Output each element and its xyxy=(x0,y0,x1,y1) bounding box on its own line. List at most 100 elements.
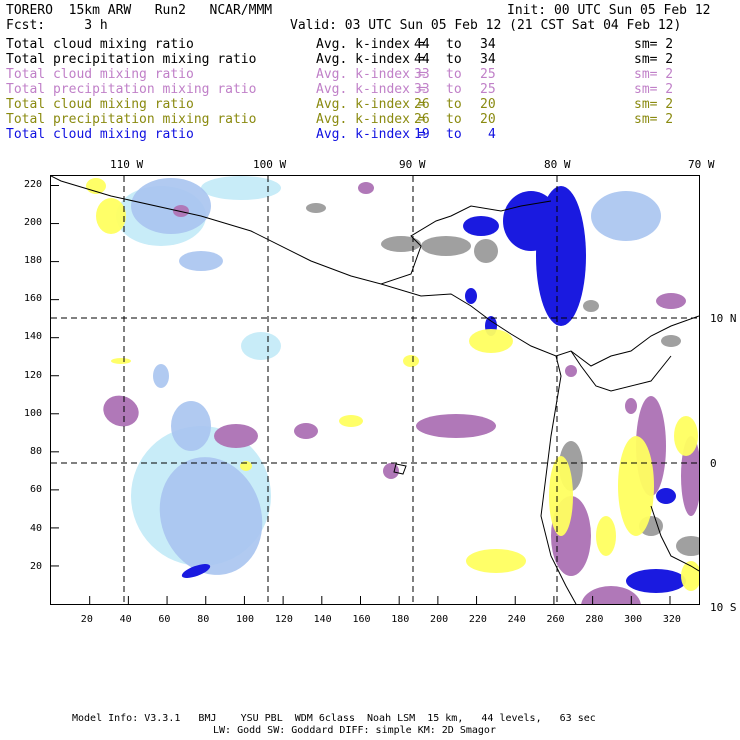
legend-field: Total cloud mixing ratio xyxy=(6,127,194,142)
deep-cloud-area xyxy=(626,569,686,593)
x-tick-label: 260 xyxy=(546,614,565,625)
y-tick-label: 180 xyxy=(24,255,43,266)
legend-to-word: to xyxy=(446,37,462,52)
legend-kindex: Avg. k-index = xyxy=(316,127,426,142)
legend-smoothing: sm= 2 xyxy=(634,112,674,127)
purple-cloud-area xyxy=(173,205,189,217)
legend-to: 34 xyxy=(480,52,496,67)
x-tick-label: 40 xyxy=(119,614,132,625)
purple-cloud-area xyxy=(681,436,699,516)
deep-cloud-area xyxy=(656,488,676,504)
gray-cloud-area xyxy=(474,239,498,263)
x-tick-label: 180 xyxy=(391,614,410,625)
purple-cloud-area xyxy=(383,463,399,479)
legend-kindex: Avg. k-index = xyxy=(316,52,426,67)
valid-time: Valid: 03 UTC Sun 05 Feb 12 (21 CST Sat … xyxy=(290,18,682,33)
yellow-cloud-area xyxy=(596,516,616,556)
x-tick-label: 60 xyxy=(158,614,171,625)
legend-smoothing: sm= 2 xyxy=(634,67,674,82)
legend-to-word: to xyxy=(446,52,462,67)
yellow-cloud-area xyxy=(674,416,698,456)
gray-cloud-area xyxy=(306,203,326,213)
light-blue-cloud-area xyxy=(159,457,263,575)
x-tick-label: 280 xyxy=(585,614,604,625)
legend-smoothing: sm= 2 xyxy=(634,37,674,52)
purple-cloud-area xyxy=(103,395,139,427)
physics-info-line: LW: Godd SW: Goddard DIFF: simple KM: 2D… xyxy=(213,725,496,736)
legend-field: Total cloud mixing ratio xyxy=(6,67,194,82)
y-tick-label: 160 xyxy=(24,293,43,305)
legend-to: 4 xyxy=(488,127,496,142)
legend-field: Total cloud mixing ratio xyxy=(6,37,194,52)
legend-to-word: to xyxy=(446,127,462,142)
purple-cloud-area xyxy=(358,182,374,194)
lat-lon-grid xyxy=(51,176,699,604)
deep-cloud-area xyxy=(463,216,499,236)
legend-field: Total precipitation mixing ratio xyxy=(6,52,257,67)
model-info-line: Model Info: V3.3.1 BMJ YSU PBL WDM 6clas… xyxy=(72,713,596,724)
coastlines xyxy=(51,176,699,604)
x-tick-label: 140 xyxy=(313,614,332,625)
light-blue-cloud-area xyxy=(153,364,169,388)
legend-to-word: to xyxy=(446,112,462,127)
y-tick-label: 200 xyxy=(24,216,43,228)
legend-kindex: Avg. k-index = xyxy=(316,37,426,52)
legend-to-word: to xyxy=(446,82,462,97)
pale-cloud-area xyxy=(201,176,281,200)
legend-to: 34 xyxy=(480,37,496,52)
light-blue-cloud-area xyxy=(179,251,223,271)
purple-cloud-area xyxy=(581,586,641,604)
x-tick-label: 220 xyxy=(468,614,487,625)
legend-smoothing: sm= 2 xyxy=(634,82,674,97)
light-blue-cloud-area xyxy=(171,401,211,451)
lon-label-90w: 90 W xyxy=(399,158,426,171)
legend-kindex: Avg. k-index = xyxy=(316,82,426,97)
cloud-fields xyxy=(86,176,699,604)
legend-kindex: Avg. k-index = xyxy=(316,67,426,82)
deep-cloud-area xyxy=(181,564,211,578)
purple-cloud-area xyxy=(656,293,686,309)
coastline xyxy=(650,505,699,572)
lon-label-110w: 110 W xyxy=(110,158,144,171)
legend-to: 20 xyxy=(480,112,496,127)
legend-field: Total precipitation mixing ratio xyxy=(6,82,257,97)
yellow-cloud-area xyxy=(618,436,654,536)
gray-cloud-area xyxy=(583,300,599,312)
yellow-cloud-area xyxy=(466,549,526,573)
legend-field: Total precipitation mixing ratio xyxy=(6,112,257,127)
y-tick-label: 60 xyxy=(30,484,43,496)
legend-from: 44 xyxy=(414,37,430,52)
y-tick-label: 20 xyxy=(30,560,43,572)
coastline xyxy=(393,463,407,475)
model-run-title: TORERO 15km ARW Run2 NCAR/MMM xyxy=(6,3,273,18)
yellow-cloud-area xyxy=(96,198,126,234)
yellow-cloud-area xyxy=(403,355,419,367)
deep-cloud-area xyxy=(536,186,586,326)
coastline xyxy=(380,283,699,367)
legend-kindex: Avg. k-index = xyxy=(316,97,426,112)
y-tick-label: 140 xyxy=(24,331,43,343)
light-blue-cloud-area xyxy=(131,178,211,234)
legend-field: Total cloud mixing ratio xyxy=(6,97,194,112)
gray-cloud-area xyxy=(661,335,681,347)
legend-to: 25 xyxy=(480,67,496,82)
lat-label-0: 0 xyxy=(710,457,717,470)
x-tick-label: 160 xyxy=(352,614,371,625)
x-tick-label: 200 xyxy=(430,614,449,625)
legend-from: 33 xyxy=(414,67,430,82)
gray-cloud-area xyxy=(381,236,421,252)
legend-smoothing: sm= 2 xyxy=(634,52,674,67)
y-tick-label: 220 xyxy=(24,178,43,190)
y-tick-label: 80 xyxy=(30,446,43,458)
lon-label-70w: 70 W xyxy=(688,158,715,171)
legend-from: 33 xyxy=(414,82,430,97)
y-tick-label: 40 xyxy=(30,522,43,534)
light-blue-cloud-area xyxy=(591,191,661,241)
lat-label-10s: 10 S xyxy=(710,601,737,614)
x-tick-label: 100 xyxy=(236,614,255,625)
legend-to-word: to xyxy=(446,97,462,112)
lat-label-10n: 10 N xyxy=(710,312,737,325)
legend-from: 26 xyxy=(414,112,430,127)
map-canvas xyxy=(51,176,699,604)
legend-to-word: to xyxy=(446,67,462,82)
